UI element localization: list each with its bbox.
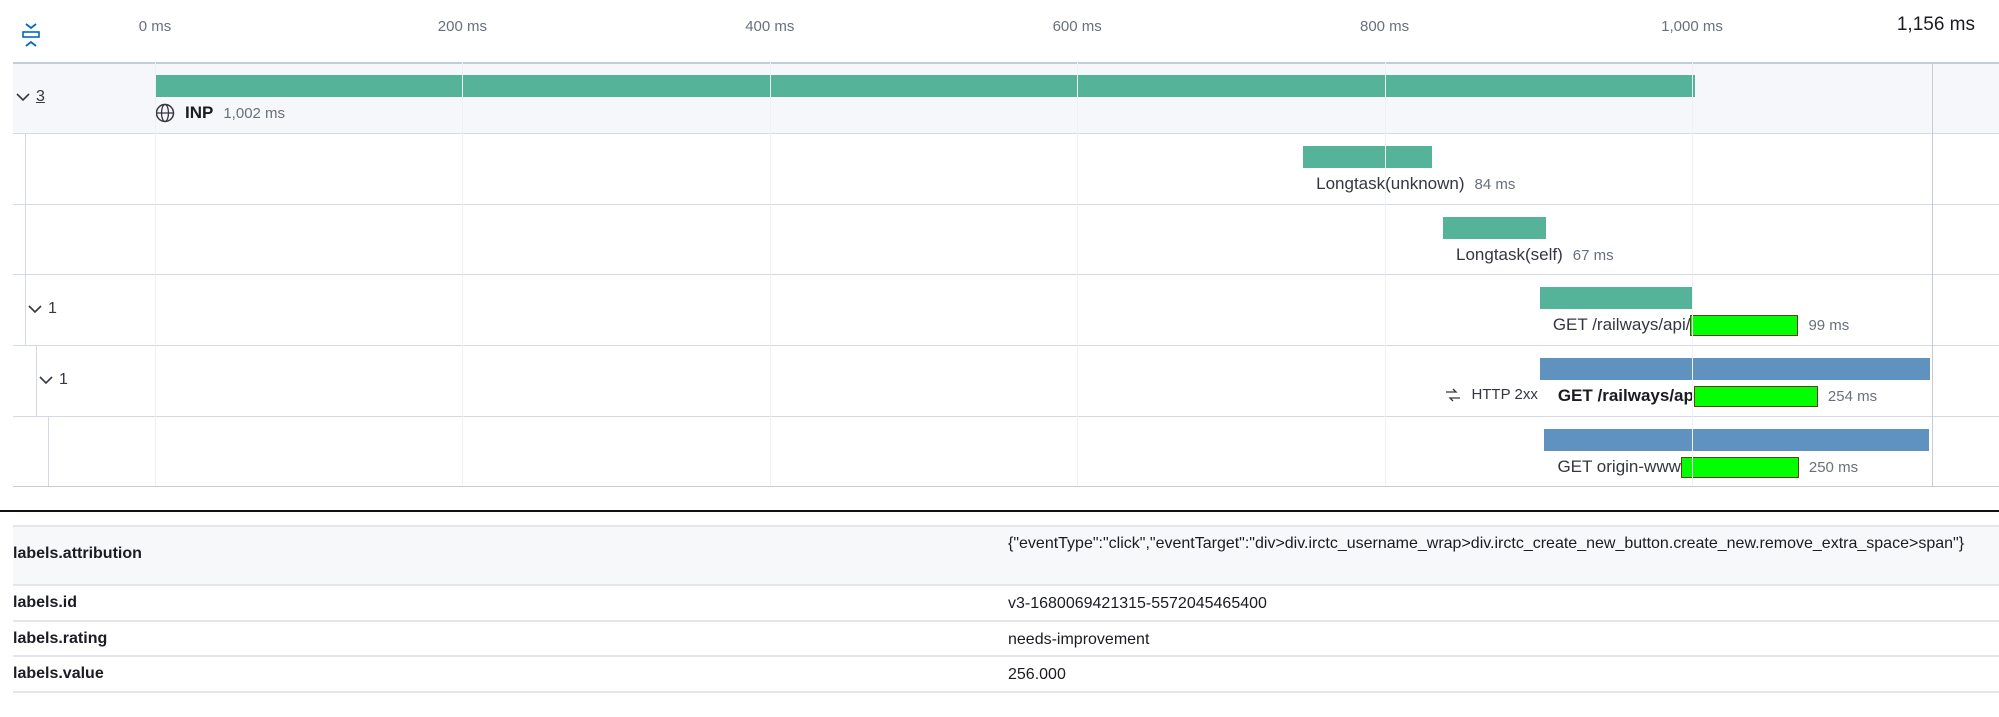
axis-tick-label: 0 ms: [138, 18, 172, 35]
axis-tick-label: 200 ms: [437, 18, 487, 35]
axis-tick-label: 600 ms: [1052, 18, 1102, 35]
span-label[interactable]: GET origin-www 250 ms: [1557, 457, 1859, 479]
span-label[interactable]: Longtask(self) 67 ms: [1456, 245, 1614, 265]
grid-line: [769, 62, 771, 486]
span-duration: 84 ms: [1474, 175, 1516, 193]
span-name: GET /railways/ap: [1558, 386, 1818, 408]
grid-line: [1384, 62, 1386, 486]
metadata-key: labels.rating: [13, 630, 108, 647]
expand-toggle[interactable]: 1: [28, 300, 57, 318]
grid-line: [462, 62, 464, 486]
redaction-box: [1680, 457, 1799, 479]
span-name: INP: [185, 103, 214, 122]
span-name: GET origin-www: [1557, 457, 1799, 479]
axis-tick-label: 1,000 ms: [1661, 18, 1723, 35]
expand-toggle[interactable]: 3: [16, 88, 45, 106]
child-count: 1: [48, 300, 57, 317]
child-count: 3: [36, 88, 45, 105]
span-duration: 1,002 ms: [223, 104, 286, 122]
span-bar[interactable]: [1539, 287, 1692, 309]
metadata-value: needs-improvement: [1008, 631, 1150, 648]
span-bar[interactable]: [1544, 429, 1929, 451]
collapse-toggle[interactable]: [20, 22, 42, 48]
span-name: Longtask(self): [1456, 245, 1563, 264]
metadata-table: [0, 510, 1999, 512]
span-row[interactable]: [13, 345, 1999, 416]
span-duration: 67 ms: [1572, 246, 1614, 264]
span-row[interactable]: [13, 274, 1999, 345]
metadata-row: labels.attribution {"eventType":"click","…: [13, 525, 1999, 584]
span-row[interactable]: [13, 62, 1999, 133]
metadata-row: labels.value 256.000: [13, 655, 1999, 691]
metadata-key: labels.attribution: [13, 545, 142, 562]
child-count: 1: [59, 371, 68, 388]
span-bar[interactable]: [155, 75, 1696, 97]
span-name: Longtask(unknown): [1316, 174, 1465, 193]
redaction-box: [1693, 386, 1818, 408]
axis-tick-label: 800 ms: [1359, 18, 1410, 35]
chevron-down-icon: [28, 305, 42, 314]
span-label[interactable]: INP 1,002 ms: [155, 103, 285, 123]
http-status: HTTP 2xx: [1445, 386, 1538, 403]
metadata-value: v3-1680069421315-5572045465400: [1008, 595, 1267, 612]
span-duration: 254 ms: [1827, 388, 1878, 405]
expand-toggle[interactable]: 1: [39, 371, 68, 389]
grid-line: [1692, 62, 1693, 486]
axis-tick-label: 400 ms: [745, 18, 795, 35]
span-duration: 250 ms: [1808, 459, 1859, 476]
span-bar[interactable]: [1443, 217, 1546, 239]
total-duration: 1,156 ms: [1896, 14, 1975, 35]
span-duration: 99 ms: [1808, 317, 1850, 334]
span-row[interactable]: [13, 133, 1999, 204]
span-name: GET /railways/api/: [1553, 315, 1799, 337]
grid-line: [155, 62, 156, 486]
span-row[interactable]: [13, 416, 1999, 487]
metadata-value: 256.000: [1008, 666, 1066, 683]
chevron-down-icon: [16, 93, 30, 102]
span-bar[interactable]: [1303, 146, 1433, 168]
metadata-row: labels.id v3-1680069421315-5572045465400: [13, 584, 1999, 620]
chevron-down-icon: [39, 376, 53, 385]
tree-indent-line: [48, 416, 49, 487]
metadata-row: labels.rating needs-improvement: [13, 620, 1999, 655]
grid-line: [1077, 62, 1079, 486]
tree-indent-line: [25, 133, 26, 204]
span-bar[interactable]: [1539, 358, 1931, 380]
globe-icon: [155, 103, 175, 123]
span-row[interactable]: [13, 204, 1999, 275]
metadata-key: labels.id: [13, 594, 78, 611]
tree-indent-line: [36, 345, 37, 416]
timeline-end-line: [1931, 62, 1933, 486]
collapse-vertical-icon: [22, 23, 40, 47]
span-label[interactable]: GET /railways/ap 254 ms: [1558, 386, 1878, 408]
divider: [13, 486, 1999, 487]
redaction-box: [1690, 315, 1799, 337]
tree-indent-line: [25, 274, 26, 345]
http-arrows-icon: [1446, 388, 1461, 401]
metadata-key: labels.value: [13, 665, 104, 682]
divider: [13, 691, 1999, 693]
span-label[interactable]: GET /railways/api/99 ms: [1553, 315, 1850, 337]
span-label[interactable]: Longtask(unknown) 84 ms: [1316, 174, 1515, 194]
metadata-value: {"eventType":"click","eventTarget":"div>…: [1008, 535, 1965, 552]
tree-indent-line: [25, 204, 26, 275]
